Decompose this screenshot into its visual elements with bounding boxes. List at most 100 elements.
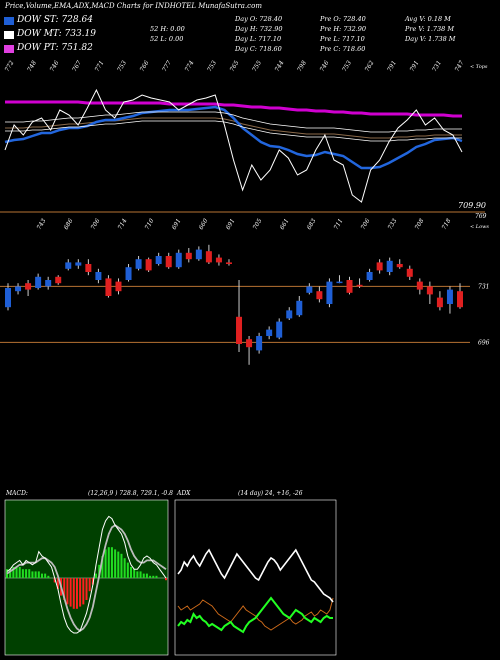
bottom-label-10: 683 — [306, 217, 318, 231]
adx-plus-di-line — [177, 596, 333, 634]
candle-body — [366, 272, 373, 280]
adx-params: (14 day) 24, +16, -26 — [238, 490, 303, 497]
candle-body — [276, 321, 283, 338]
candle-body — [436, 297, 443, 308]
ema-short-line — [4, 105, 463, 170]
bottom-label-2: 706 — [90, 217, 102, 231]
candle-body — [376, 262, 383, 271]
stat-col3-0: Pre O: 728.40 — [320, 15, 366, 23]
legend-label-st: DOW ST: 728.64 — [17, 15, 93, 25]
top-label-15: 753 — [341, 59, 353, 73]
candle-body — [296, 300, 303, 316]
candle-body — [256, 336, 263, 351]
bottom-label-14: 708 — [414, 217, 426, 231]
candle-body — [396, 264, 403, 268]
level-label: 769 — [475, 213, 487, 220]
bottom-label-11: 711 — [333, 218, 345, 231]
candle-body — [457, 291, 463, 308]
adx-line — [177, 548, 334, 603]
candle-body — [225, 262, 232, 264]
top-label-4: 771 — [94, 60, 106, 73]
top-label-14: 746 — [319, 59, 331, 73]
top-label-9: 753 — [206, 59, 218, 73]
candle-body — [95, 272, 102, 280]
candle-body — [25, 283, 32, 290]
top-label-2: 746 — [49, 59, 61, 73]
candle-body — [85, 264, 92, 272]
bottom-label-4: 710 — [144, 217, 156, 231]
level-label-696: 696 — [478, 339, 490, 346]
candle-body — [356, 284, 363, 287]
bottom-label-6: 660 — [198, 217, 210, 231]
candle-body — [416, 281, 423, 290]
stat-col4-2: Day V: 1.738 M — [405, 35, 456, 43]
close-price-line — [4, 88, 463, 203]
legend-swatch-pt — [4, 45, 14, 53]
bottom-label-1: 686 — [63, 217, 75, 231]
bottom-label-15: 718 — [441, 217, 453, 231]
bottom-label-0: 743 — [36, 217, 48, 231]
top-label-16: 762 — [364, 59, 376, 73]
macd-line — [6, 515, 167, 634]
level-label-731: 731 — [478, 283, 489, 290]
bottom-label-12: 706 — [360, 217, 372, 231]
top-label-11: 755 — [251, 59, 263, 73]
top-label-10: 765 — [229, 59, 241, 73]
bottom-label-3: 714 — [117, 217, 129, 231]
candle-body — [185, 252, 192, 260]
candle-body — [145, 259, 152, 271]
legend-label-pt: DOW PT: 751.82 — [17, 43, 93, 53]
top-label-20: 747 — [454, 59, 466, 73]
lows-corner-label: < Lows — [470, 224, 489, 230]
stat-col2-0: Day O: 728.40 — [235, 15, 283, 23]
top-label-17: 791 — [386, 60, 398, 73]
candle-body — [446, 289, 453, 304]
candle-body — [236, 316, 243, 344]
candle-body — [326, 281, 333, 304]
top-label-12: 744 — [274, 59, 286, 73]
bottom-label-5: 691 — [171, 218, 183, 231]
stat-col3-3: Pre C: 718.60 — [320, 45, 366, 53]
ema-mid-line — [5, 117, 462, 139]
candle-body — [105, 278, 112, 296]
stat-col3-1: Pre H: 732.90 — [320, 25, 367, 33]
top-label-18: 791 — [409, 60, 421, 73]
top-label-1: 748 — [26, 59, 38, 73]
bottom-label-9: 661 — [279, 218, 291, 231]
ema-band-lower — [5, 120, 462, 142]
candle-body — [155, 256, 162, 264]
candle-body — [115, 281, 122, 292]
candle-body — [205, 251, 212, 263]
candle-body — [386, 260, 393, 272]
stat-col2-3: Day C: 718.60 — [235, 45, 282, 53]
stat-col4-0: Avg V: 0.18 M — [405, 15, 451, 23]
stat-col3-2: Pre L: 717.10 — [320, 35, 365, 43]
stat-col4-1: Pre V: 1.738 M — [405, 25, 455, 33]
candle-body — [65, 262, 72, 269]
candle-body — [286, 310, 293, 319]
candle-body — [426, 286, 433, 295]
top-label-0: 772 — [4, 59, 16, 73]
candle-body — [35, 276, 42, 288]
candle-body — [175, 252, 182, 268]
candle-body — [195, 249, 202, 260]
legend-swatch-st — [4, 17, 14, 25]
candle-body — [75, 262, 82, 266]
bottom-label-13: 733 — [387, 217, 399, 231]
stat-col1-1: 52 H: 0.00 — [150, 25, 185, 33]
top-label-7: 777 — [161, 59, 173, 73]
stat-col2-1: Day H: 732.90 — [235, 25, 283, 33]
candle-body — [165, 256, 172, 268]
candle-body — [55, 276, 62, 284]
bottom-label-8: 705 — [252, 217, 264, 231]
stat-col2-2: Day L: 717.10 — [235, 35, 282, 43]
candle-body — [406, 268, 413, 277]
chart-title: Price,Volume,EMA,ADX,MACD Charts for IND… — [5, 2, 262, 10]
candle-body — [316, 291, 323, 300]
adx-label: ADX — [176, 490, 191, 497]
tops-corner-label: < Tops — [470, 64, 488, 70]
ema-long-line — [5, 100, 462, 118]
top-label-3: 767 — [71, 59, 83, 73]
candle-body — [45, 280, 52, 287]
